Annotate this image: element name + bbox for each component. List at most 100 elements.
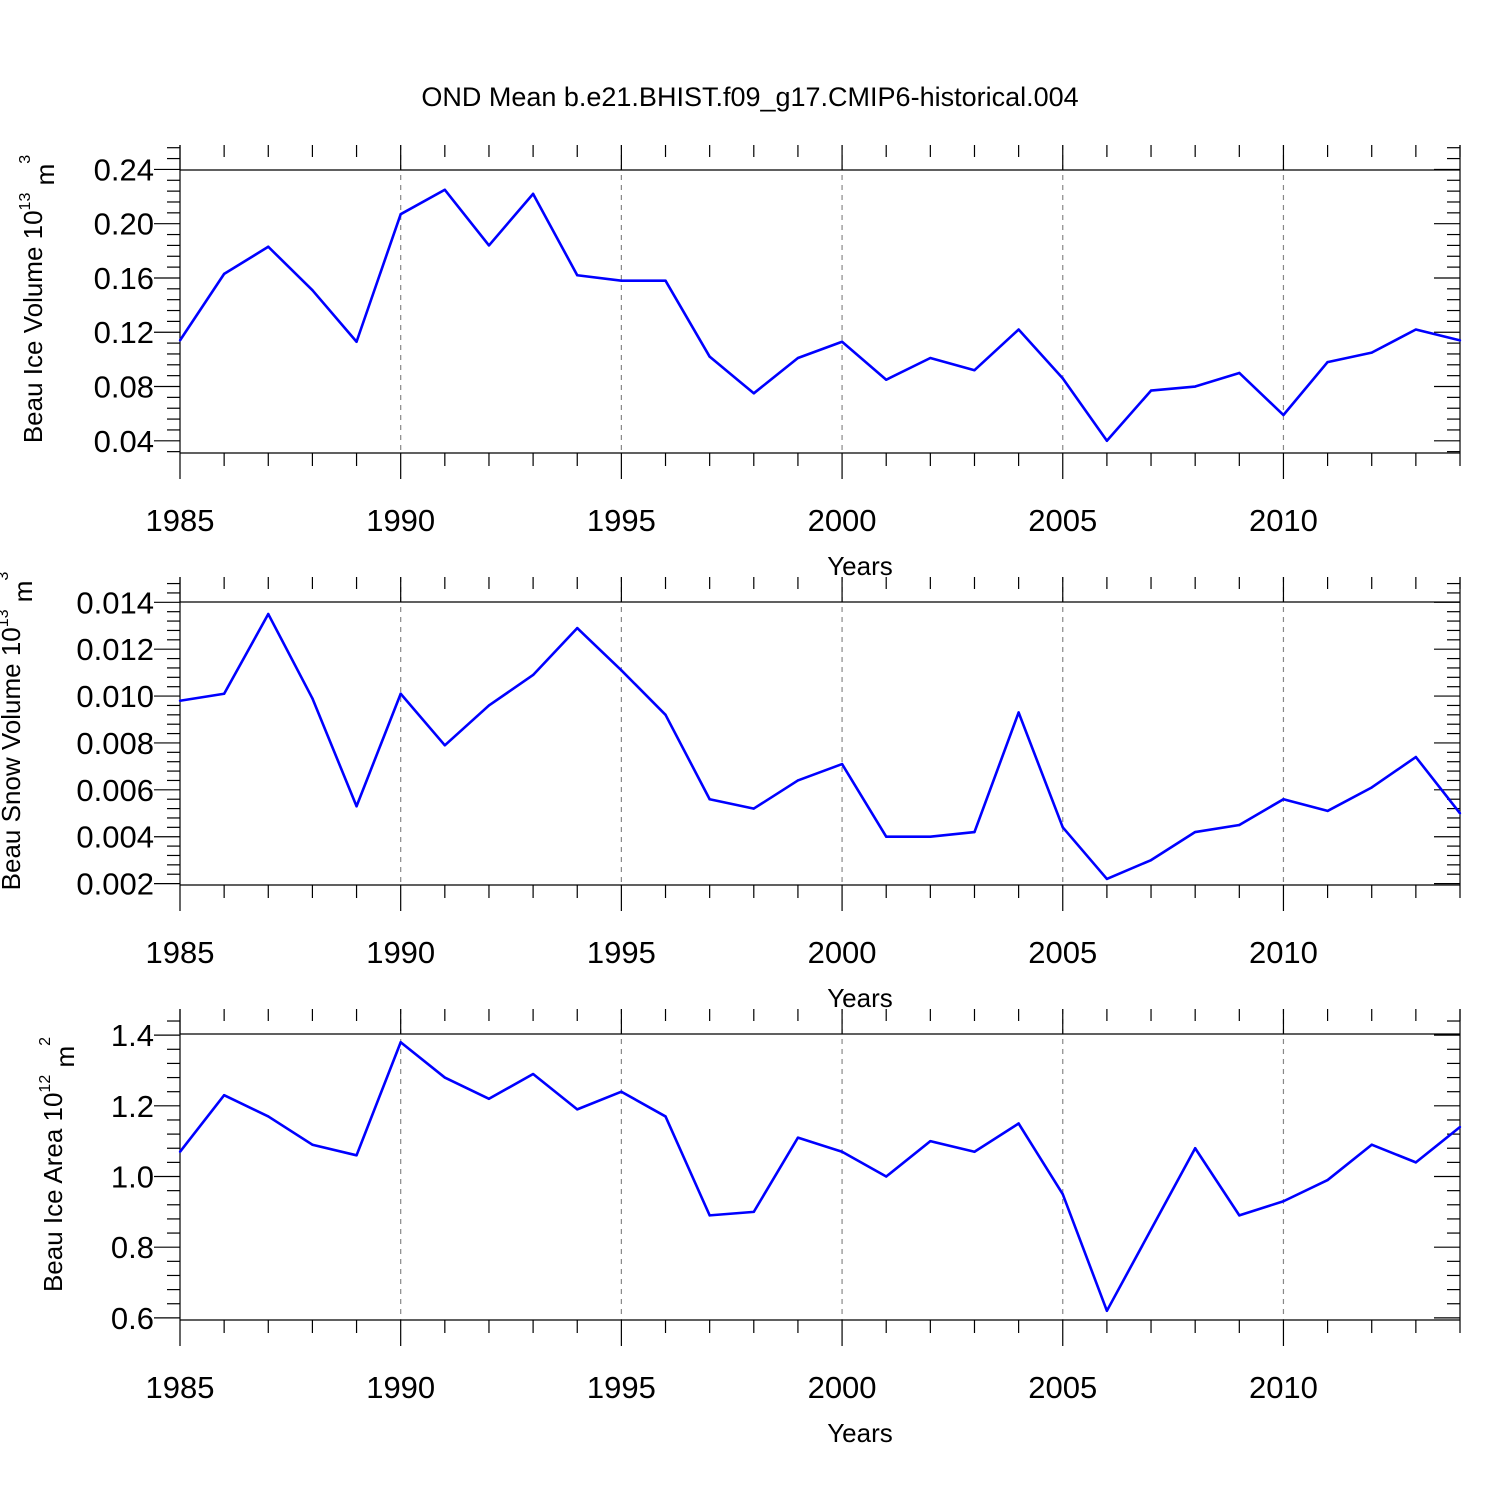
data-point-2003 bbox=[973, 830, 976, 834]
data-point-2008 bbox=[1193, 1147, 1197, 1150]
x-tick-label: 2005 bbox=[1028, 1370, 1097, 1405]
y-axis-title-base: Beau Ice Volume 10 bbox=[18, 210, 48, 443]
x-tick-label: 2010 bbox=[1249, 503, 1318, 538]
y-axis-title-unit: m bbox=[8, 581, 38, 610]
data-point-2014 bbox=[1458, 339, 1462, 342]
data-point-2002 bbox=[929, 835, 932, 838]
data-point-1985 bbox=[178, 699, 182, 702]
y-tick-label: 0.002 bbox=[76, 867, 154, 902]
data-point-2006 bbox=[1105, 1309, 1109, 1313]
x-tick-label: 1985 bbox=[146, 1370, 215, 1405]
y-tick-label: 0.006 bbox=[76, 773, 154, 808]
data-point-2000 bbox=[840, 1150, 844, 1153]
data-point-2007 bbox=[1149, 1228, 1153, 1231]
data-point-2013 bbox=[1414, 755, 1418, 759]
data-point-2011 bbox=[1326, 809, 1329, 813]
y-tick-label: 0.014 bbox=[76, 585, 154, 620]
data-point-2004 bbox=[1017, 1122, 1020, 1125]
data-point-1996 bbox=[664, 279, 667, 282]
y-axis-title-unit-exp: 3 bbox=[17, 155, 34, 164]
data-point-1992 bbox=[487, 244, 491, 247]
data-point-1994 bbox=[576, 274, 579, 277]
data-point-2005 bbox=[1061, 377, 1064, 380]
data-point-1990 bbox=[399, 1041, 402, 1044]
y-axis-title-exp: 13 bbox=[0, 609, 12, 627]
x-tick-label: 1985 bbox=[146, 503, 215, 538]
data-point-1993 bbox=[531, 673, 535, 677]
x-tick-label: 2000 bbox=[808, 935, 877, 970]
data-point-2001 bbox=[885, 835, 888, 838]
data-point-1987 bbox=[267, 1115, 270, 1118]
y-tick-label: 0.12 bbox=[94, 315, 154, 350]
data-point-2014 bbox=[1458, 812, 1462, 815]
data-point-1999 bbox=[796, 356, 800, 360]
y-tick-label: 0.08 bbox=[94, 370, 154, 405]
y-tick-label: 0.6 bbox=[111, 1301, 154, 1336]
data-point-2012 bbox=[1370, 351, 1373, 354]
data-point-1996 bbox=[664, 1115, 667, 1118]
y-axis-title-unit: m bbox=[50, 1046, 80, 1075]
data-point-2010 bbox=[1282, 413, 1285, 417]
y-tick-label: 0.8 bbox=[111, 1230, 154, 1265]
data-point-1990 bbox=[399, 692, 402, 695]
data-point-1987 bbox=[267, 245, 270, 248]
x-tick-label: 1990 bbox=[366, 1370, 435, 1405]
data-point-2009 bbox=[1238, 823, 1241, 827]
y-tick-label: 0.012 bbox=[76, 632, 154, 667]
y-axis-title-base: Beau Snow Volume 10 bbox=[0, 627, 26, 890]
chart-title: OND Mean b.e21.BHIST.f09_g17.CMIP6-histo… bbox=[421, 82, 1078, 112]
data-point-2014 bbox=[1458, 1125, 1462, 1129]
data-point-2003 bbox=[973, 369, 976, 372]
data-point-1993 bbox=[531, 192, 535, 196]
data-point-2011 bbox=[1326, 360, 1329, 364]
x-axis-title: Years bbox=[827, 1418, 893, 1448]
data-point-1997 bbox=[708, 798, 711, 801]
x-axis-title: Years bbox=[827, 551, 893, 581]
y-axis-title-base: Beau Ice Area 10 bbox=[38, 1093, 68, 1292]
x-tick-label: 2005 bbox=[1028, 935, 1097, 970]
data-point-2002 bbox=[929, 1139, 932, 1143]
y-axis-title-unit-exp: 2 bbox=[37, 1037, 54, 1046]
panel-2: 1985 1990 1995 2000 2005 2010 0.002 0.004 0.006 0… bbox=[0, 572, 1462, 1013]
data-point-2012 bbox=[1370, 1143, 1373, 1146]
y-axis-title: Beau Ice Volume 1013 m3 bbox=[17, 155, 60, 443]
data-point-2005 bbox=[1061, 1192, 1064, 1196]
x-tick-label: 1995 bbox=[587, 935, 656, 970]
data-point-1991 bbox=[443, 744, 447, 747]
y-tick-label: 1.4 bbox=[111, 1018, 154, 1053]
x-tick-label: 2000 bbox=[808, 1370, 877, 1405]
x-tick-label: 1995 bbox=[587, 503, 656, 538]
data-point-2000 bbox=[840, 762, 844, 766]
series-line bbox=[179, 612, 1462, 881]
y-tick-label: 1.0 bbox=[111, 1160, 154, 1195]
data-point-2000 bbox=[840, 340, 844, 343]
data-point-1994 bbox=[576, 1108, 579, 1111]
data-point-1989 bbox=[355, 340, 358, 343]
series-line bbox=[178, 1040, 1461, 1313]
y-axis-title-unit: m bbox=[30, 164, 60, 193]
x-tick-label: 2010 bbox=[1249, 935, 1318, 970]
data-point-2009 bbox=[1238, 371, 1241, 375]
x-tick-label: 1990 bbox=[366, 935, 435, 970]
data-point-2001 bbox=[885, 378, 888, 381]
data-point-2013 bbox=[1414, 1161, 1418, 1164]
data-point-1986 bbox=[222, 272, 226, 276]
data-point-1999 bbox=[796, 779, 800, 782]
data-point-1987 bbox=[267, 612, 270, 616]
data-point-1985 bbox=[178, 1150, 182, 1153]
data-point-1986 bbox=[222, 692, 226, 695]
data-point-1991 bbox=[443, 188, 447, 191]
y-axis-title: Beau Ice Area 1012 m2 bbox=[37, 1037, 80, 1292]
data-point-2010 bbox=[1282, 1200, 1285, 1203]
data-point-1985 bbox=[178, 339, 182, 342]
data-point-1997 bbox=[708, 355, 711, 358]
y-tick-label: 0.008 bbox=[76, 726, 154, 761]
y-tick-label: 0.20 bbox=[94, 207, 154, 242]
y-tick-label: 0.010 bbox=[76, 679, 154, 714]
data-point-1988 bbox=[311, 1143, 314, 1146]
y-tick-label: 0.04 bbox=[94, 424, 154, 459]
data-point-1988 bbox=[311, 697, 314, 700]
data-point-2007 bbox=[1149, 389, 1153, 392]
data-point-1989 bbox=[355, 1154, 358, 1157]
